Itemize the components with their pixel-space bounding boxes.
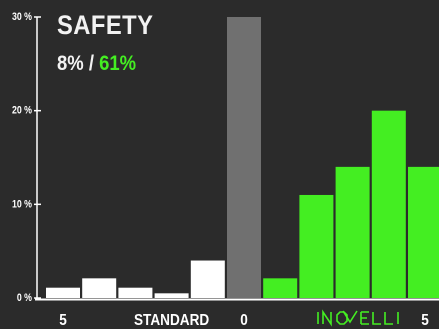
bar-standard	[118, 287, 153, 298]
bar-accent	[263, 278, 298, 298]
bar-accent	[335, 166, 370, 298]
bar-accent	[408, 166, 439, 298]
bar-standard	[190, 260, 225, 298]
x-axis-label: STANDARD	[134, 312, 209, 329]
x-axis-label: 5	[59, 312, 67, 329]
bar-standard	[46, 287, 80, 298]
y-tick-label: 30 %	[12, 11, 32, 23]
bar-accent	[371, 110, 406, 299]
bar-neutral	[227, 17, 261, 298]
inovelli-logo	[317, 309, 399, 327]
stats-separator: /	[83, 52, 100, 75]
accent-percent: 61%	[99, 52, 137, 75]
bar-standard	[154, 293, 189, 298]
y-tick-label: 10 %	[12, 198, 32, 210]
y-tick-label: 0 %	[17, 292, 32, 304]
x-axis-label: 0	[240, 312, 248, 329]
bar-accent	[299, 194, 334, 298]
bar-standard	[82, 278, 117, 298]
safety-stats: 8% / 61%	[57, 51, 153, 77]
header: SAFETY 8% / 61%	[57, 10, 167, 77]
x-axis-label: 5	[421, 312, 429, 329]
standard-percent: 8%	[57, 52, 84, 75]
page-title: SAFETY	[57, 10, 154, 40]
y-tick-label: 20 %	[12, 105, 32, 117]
